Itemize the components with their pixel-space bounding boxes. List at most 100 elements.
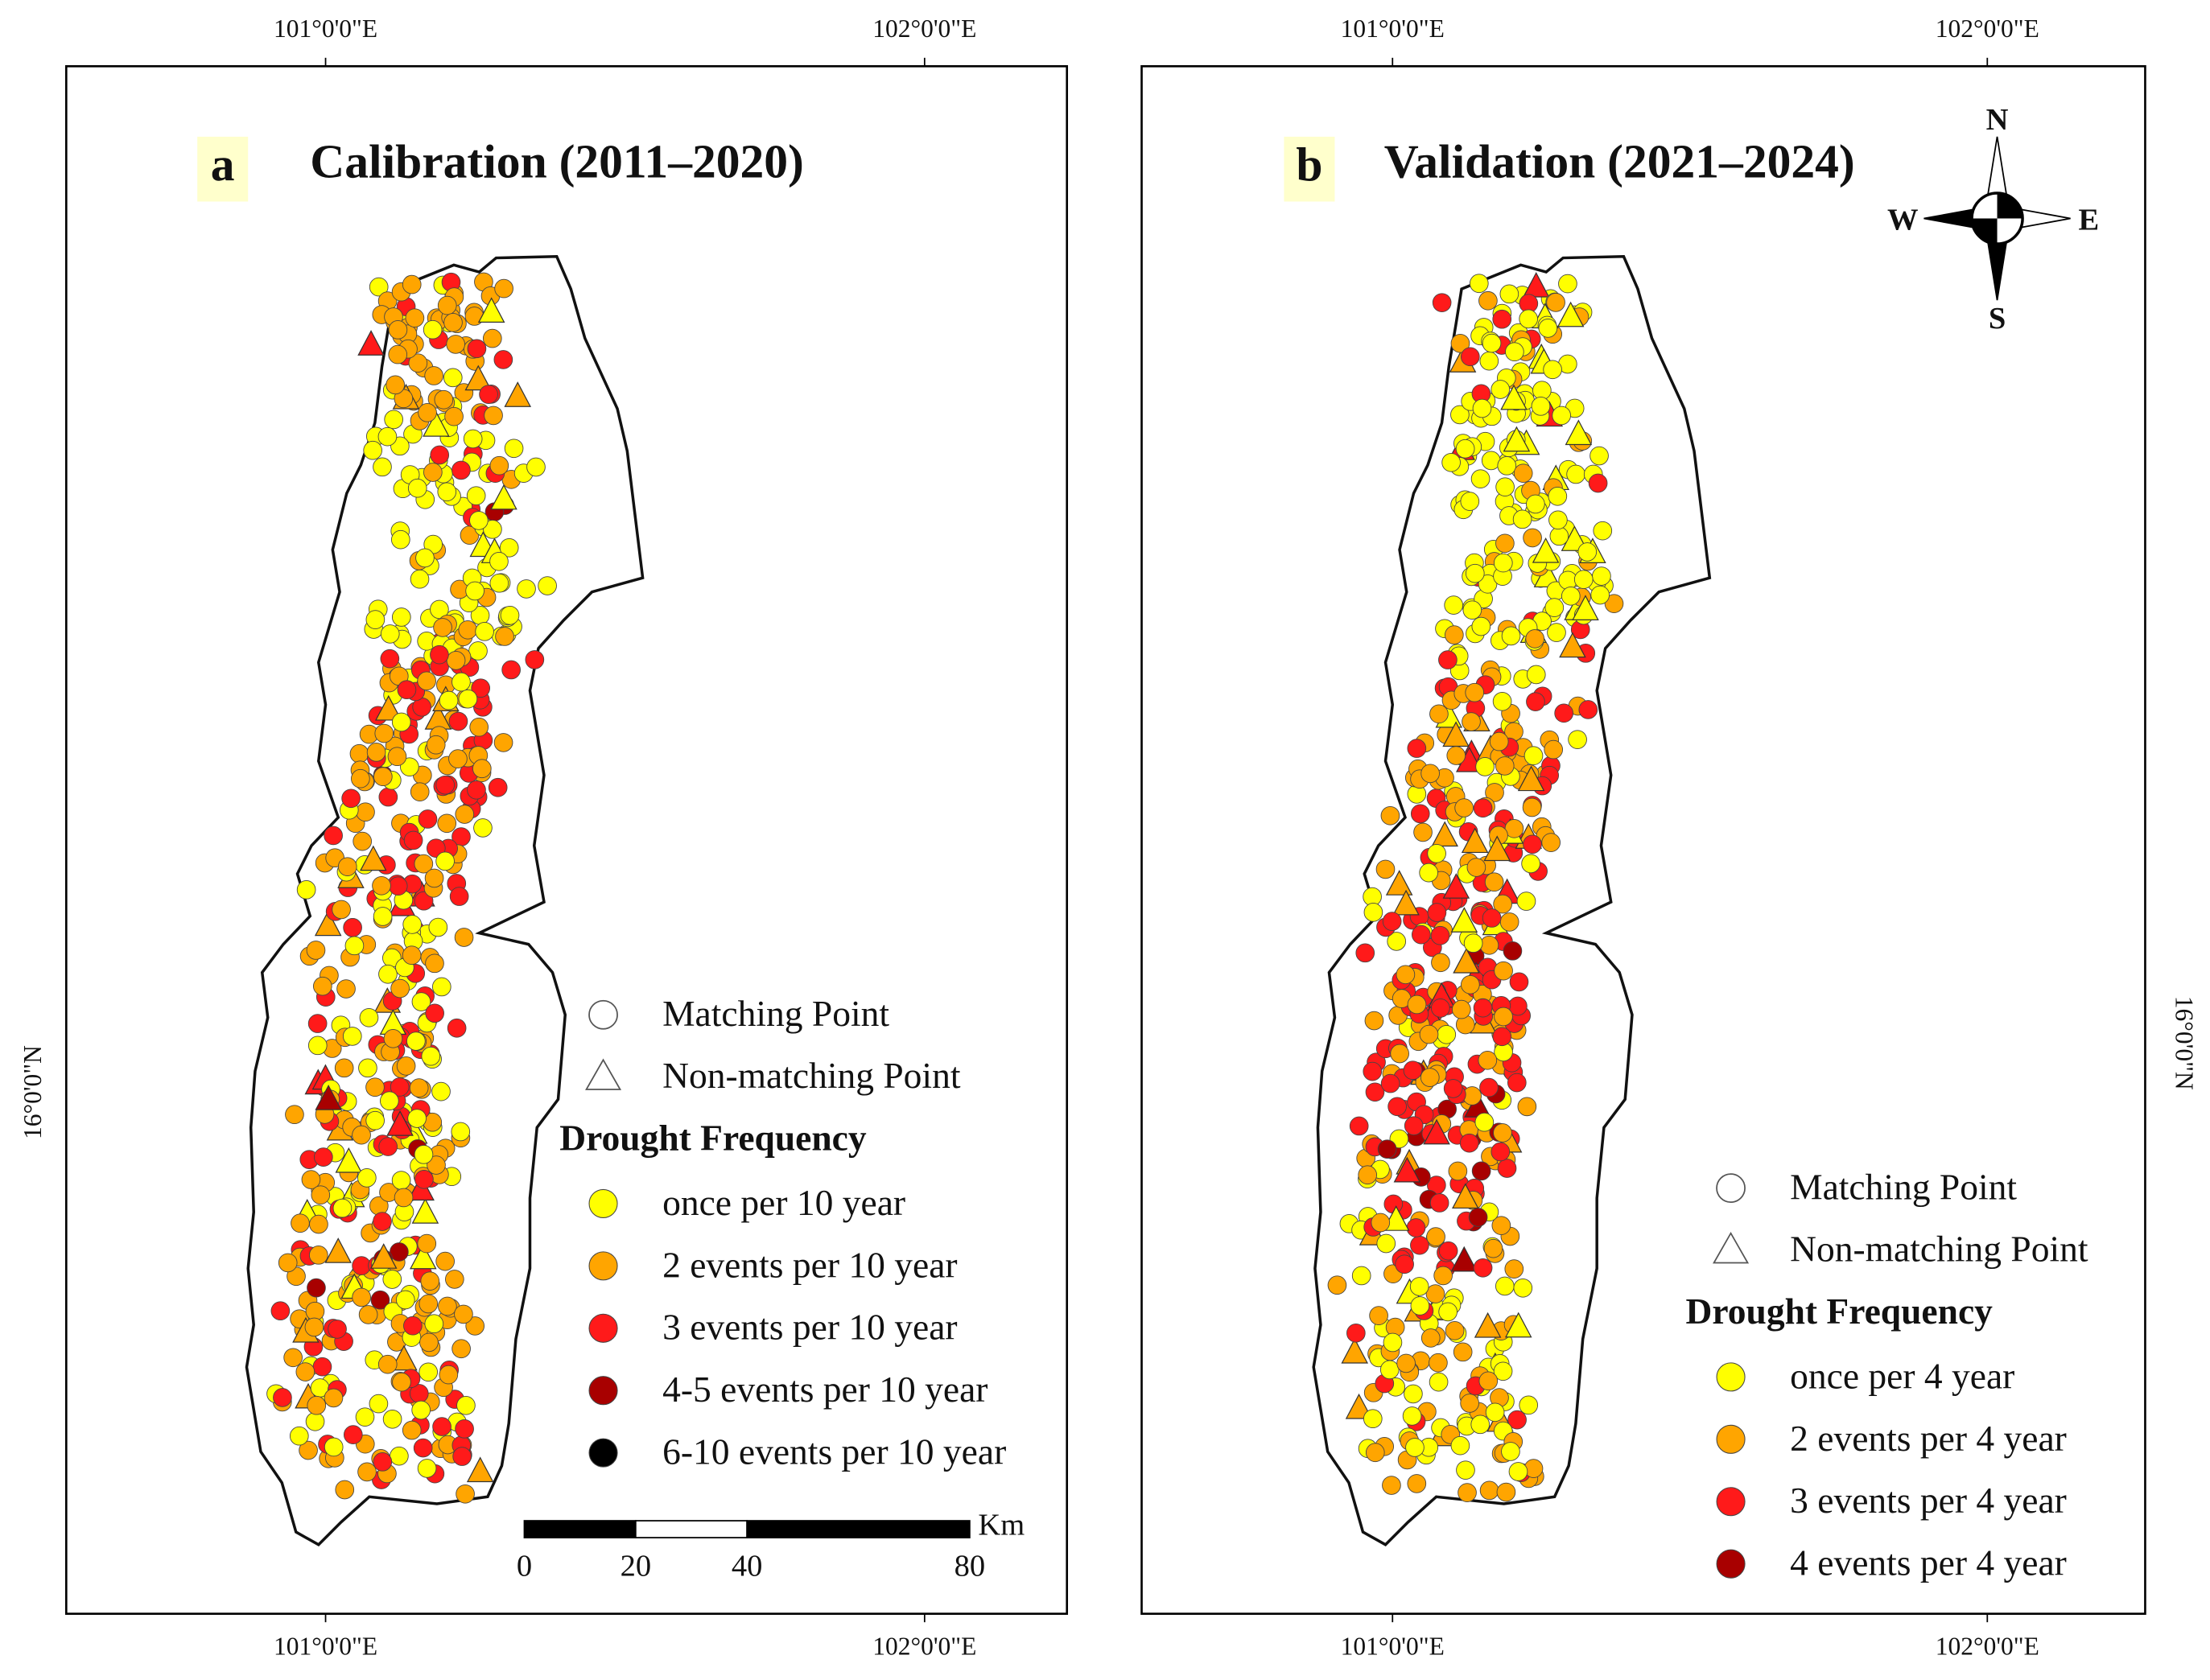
matching-point (1475, 757, 1495, 776)
matching-point (332, 1198, 353, 1218)
matching-point (1473, 1258, 1493, 1278)
matching-point (373, 907, 393, 926)
matching-point (305, 1411, 325, 1431)
basin (1312, 255, 1712, 1547)
matching-point (387, 747, 407, 767)
non-matching-point (1474, 1311, 1502, 1338)
non-matching-point (1442, 873, 1470, 899)
matching-point (414, 854, 434, 874)
matching-point (1485, 1402, 1505, 1423)
matching-point (1495, 533, 1515, 554)
matching-point (1470, 469, 1491, 488)
matching-point (1365, 1443, 1385, 1463)
matching-point (392, 1372, 411, 1392)
matching-point (1577, 542, 1598, 562)
matching-point (437, 813, 457, 834)
matching-point (414, 891, 434, 911)
matching-point (430, 644, 449, 665)
matching-point (1523, 746, 1544, 766)
matching-point (493, 350, 513, 369)
non-matching-point (466, 1456, 494, 1483)
matching-point (403, 1316, 423, 1336)
matching-point (1495, 477, 1515, 497)
matching-point (421, 1046, 441, 1066)
matching-point (1554, 703, 1573, 723)
matching-point (469, 717, 489, 737)
matching-point (1531, 397, 1551, 416)
matching-point (493, 733, 513, 752)
matching-point (424, 868, 444, 888)
matching-point (1479, 1480, 1499, 1501)
matching-point (1363, 1061, 1383, 1081)
non-matching-point (1461, 827, 1489, 854)
matching-point (410, 782, 430, 801)
matching-point (273, 1388, 292, 1407)
matching-point (369, 1394, 389, 1414)
matching-point (489, 455, 509, 476)
non-matching-point (1423, 1118, 1450, 1145)
matching-point (456, 1484, 475, 1504)
matching-point (391, 1171, 411, 1190)
matching-point (382, 1409, 402, 1429)
legend-symbol (588, 999, 618, 1030)
matching-point (1403, 1060, 1423, 1081)
matching-point (448, 711, 468, 731)
non-matching-point (1453, 947, 1480, 974)
matching-point (1438, 650, 1458, 669)
matching-point (435, 1251, 455, 1271)
matching-point (1382, 912, 1402, 931)
panel-title: Calibration (2011–2020) (310, 134, 804, 187)
matching-point (380, 1091, 399, 1111)
matching-point (430, 599, 449, 620)
matching-point (1471, 616, 1491, 636)
legend-swatch (1716, 1487, 1746, 1517)
lon-label-top: 101°0'0"E (1341, 14, 1445, 43)
matching-point (395, 1290, 415, 1310)
matching-point (370, 1290, 390, 1310)
matching-point (1493, 894, 1512, 914)
matching-point (1450, 1435, 1470, 1456)
matching-point (1429, 1353, 1448, 1373)
matching-point (1363, 1409, 1383, 1429)
matching-point (454, 1304, 473, 1324)
matching-point (390, 1242, 409, 1262)
matching-point (1512, 509, 1532, 529)
matching-point (526, 457, 546, 477)
non-matching-point (1392, 889, 1420, 916)
matching-point (1593, 521, 1613, 541)
matching-point (408, 353, 428, 373)
legend-label: 2 events per 10 year (662, 1244, 957, 1285)
scale-unit: Km (978, 1509, 1025, 1542)
matching-point (1375, 859, 1396, 879)
matching-point (1327, 1275, 1347, 1295)
matching-point (1504, 1259, 1524, 1279)
matching-point (1526, 665, 1546, 685)
matching-point (489, 551, 509, 571)
matching-point (1462, 712, 1481, 731)
matching-point (433, 618, 452, 637)
panel-label: a (211, 138, 235, 191)
matching-point (1561, 586, 1581, 606)
matching-point (1494, 1007, 1513, 1027)
matching-point (455, 805, 475, 824)
legend: Matching Point Non-matching Point Drought … (1686, 1167, 2088, 1583)
matching-point (458, 620, 478, 640)
matching-point (1426, 1227, 1445, 1246)
matching-point (1478, 574, 1498, 594)
matching-point (1443, 1079, 1463, 1098)
matching-point (472, 759, 492, 779)
matching-point (384, 410, 403, 430)
matching-point (1369, 1306, 1388, 1325)
legend-label: Matching Point (1790, 1167, 2017, 1208)
matching-point (489, 573, 509, 593)
matching-point (403, 830, 423, 850)
matching-point (446, 651, 466, 670)
non-matching-point (1522, 271, 1550, 298)
matching-point (307, 1014, 328, 1033)
matching-point (365, 610, 386, 629)
non-matching-point (464, 364, 493, 391)
matching-point (388, 344, 408, 364)
matching-point (335, 1480, 355, 1500)
matching-point (1558, 274, 1577, 294)
matching-point (448, 749, 468, 768)
